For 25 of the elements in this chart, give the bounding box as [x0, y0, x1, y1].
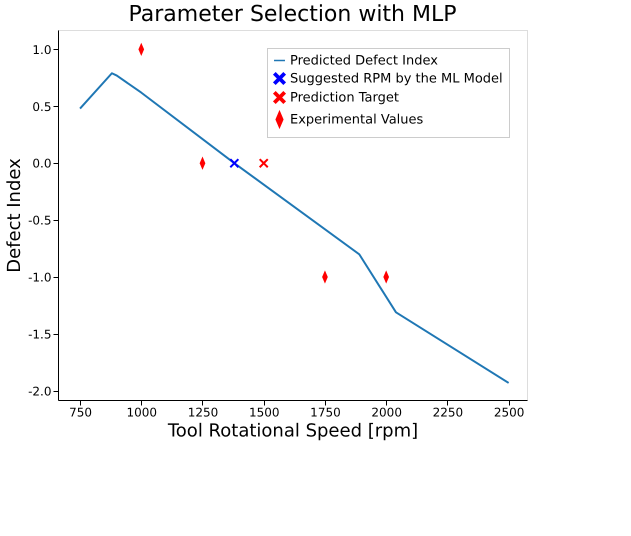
y-tick-label: -1.0 [28, 270, 52, 285]
chart-title: Parameter Selection with MLP [128, 2, 457, 27]
y-tick-label: 0.0 [32, 156, 52, 171]
y-tick-label: -0.5 [28, 214, 52, 228]
y-tick-label: 0.5 [32, 100, 52, 114]
y-axis-title: Defect Index [4, 158, 26, 273]
x-tick-label: 2500 [494, 406, 524, 420]
legend-label: Experimental Values [290, 112, 424, 128]
line-series [79, 72, 510, 384]
x-tick-label: 1500 [248, 406, 280, 420]
legend-label: Prediction Target [290, 90, 399, 106]
x-axis-title: Tool Rotational Speed [rpm] [166, 420, 418, 442]
legend-label: Suggested RPM by the ML Model [290, 72, 503, 86]
y-tick-label: -1.5 [28, 327, 52, 342]
point [230, 158, 240, 168]
y-tick-label: -2.0 [28, 384, 52, 398]
x-tick-label: 1000 [126, 406, 158, 420]
x-tick-label: 1250 [188, 406, 218, 420]
x-tick-label: 1750 [310, 406, 341, 420]
point [258, 158, 268, 168]
legend-label: Predicted Defect Index [290, 54, 438, 68]
x-tick-label: 750 [69, 406, 92, 420]
x-tick-label: 2000 [371, 406, 402, 420]
y-tick-label: 1.0 [32, 42, 52, 57]
x-tick-label: 2250 [432, 406, 464, 420]
